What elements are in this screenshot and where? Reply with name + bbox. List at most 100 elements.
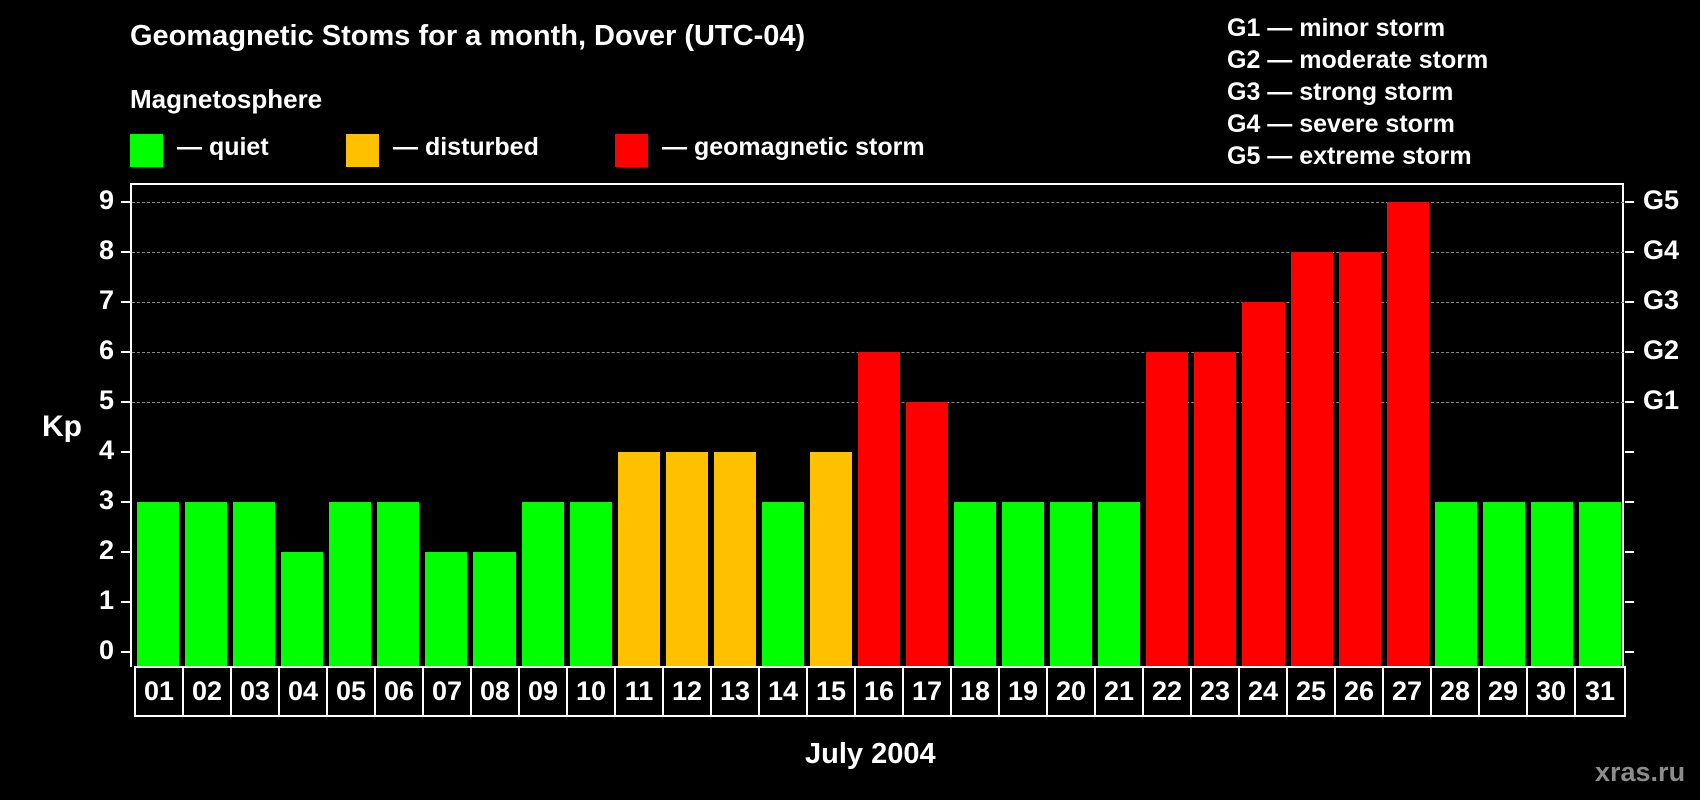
y-tick: [121, 601, 130, 603]
g-level-label: G5: [1643, 185, 1680, 215]
bar-day-25: [1290, 252, 1333, 667]
bar-day-24: [1242, 302, 1285, 667]
bar-day-06: [377, 502, 420, 667]
right-tick: [1625, 351, 1634, 353]
bar-day-13: [713, 452, 756, 667]
chart-title: Geomagnetic Stoms for a month, Dover (UT…: [130, 20, 806, 52]
legend-swatch-disturbed: [346, 134, 379, 167]
gridline: [132, 252, 1624, 253]
y-tick: [121, 351, 130, 353]
day-label-21: 21: [1096, 668, 1144, 715]
right-tick: [1625, 651, 1634, 653]
day-label-03: 03: [232, 668, 280, 715]
y-tick: [121, 401, 130, 403]
g-level-label: G3: [1643, 285, 1680, 315]
legend-label-quiet: — quiet: [177, 133, 269, 161]
y-tick-label: 5: [98, 385, 114, 415]
y-tick: [121, 451, 130, 453]
storm-scale-g2: G2 — moderate storm: [1227, 46, 1489, 74]
y-tick: [121, 301, 130, 303]
day-label-07: 07: [424, 668, 472, 715]
bar-day-31: [1578, 502, 1621, 667]
y-tick: [121, 651, 130, 653]
day-label-08: 08: [472, 668, 520, 715]
x-axis-label: July 2004: [805, 738, 936, 770]
day-label-06: 06: [376, 668, 424, 715]
day-label-13: 13: [712, 668, 760, 715]
right-tick: [1625, 551, 1634, 553]
day-label-26: 26: [1336, 668, 1384, 715]
bar-day-27: [1386, 202, 1429, 667]
g-level-label: G2: [1643, 335, 1680, 365]
y-tick-label: 8: [98, 235, 114, 265]
day-label-18: 18: [952, 668, 1000, 715]
y-tick-label: 9: [98, 185, 114, 215]
legend-swatch-storm: [615, 134, 648, 167]
bar-day-07: [425, 552, 468, 667]
day-label-16: 16: [856, 668, 904, 715]
day-label-05: 05: [328, 668, 376, 715]
y-tick-label: 3: [98, 485, 114, 515]
day-labels: 01 02 03 04 05 06 07 08 09 10 11 12 13 14 15 16 17 18 19 20…: [134, 666, 1626, 717]
gridline: [132, 202, 1624, 203]
y-tick-label: 1: [98, 585, 114, 615]
bar-day-10: [569, 502, 612, 667]
bar-day-18: [954, 502, 997, 667]
g-level-label: G1: [1643, 385, 1680, 415]
day-label-22: 22: [1144, 668, 1192, 715]
right-tick: [1625, 301, 1634, 303]
day-label-02: 02: [184, 668, 232, 715]
bar-day-22: [1146, 352, 1189, 667]
bar-day-11: [617, 452, 660, 667]
bar-day-09: [521, 502, 564, 667]
y-tick-label: 2: [98, 535, 114, 565]
day-label-28: 28: [1432, 668, 1480, 715]
storm-scale-g1: G1 — minor storm: [1227, 14, 1446, 42]
plot-area: [130, 183, 1624, 667]
day-label-01: 01: [136, 668, 184, 715]
bar-day-23: [1194, 352, 1237, 667]
storm-scale-legend: G1 — minor storm G2 — moderate storm G3 …: [1227, 12, 1488, 172]
storm-scale-g5: G5 — extreme storm: [1227, 142, 1472, 170]
y-tick: [121, 201, 130, 203]
bar-day-01: [137, 502, 180, 667]
gridline: [132, 302, 1624, 303]
bar-day-29: [1482, 502, 1525, 667]
bar-day-21: [1098, 502, 1141, 667]
day-label-11: 11: [616, 668, 664, 715]
watermark: xras.ru: [1595, 757, 1686, 787]
day-label-17: 17: [904, 668, 952, 715]
day-label-14: 14: [760, 668, 808, 715]
day-label-04: 04: [280, 668, 328, 715]
y-tick: [121, 501, 130, 503]
bar-day-19: [1002, 502, 1045, 667]
right-tick: [1625, 251, 1634, 253]
day-label-27: 27: [1384, 668, 1432, 715]
bar-day-16: [857, 352, 901, 667]
day-label-31: 31: [1584, 676, 1616, 706]
y-tick-label: 7: [98, 285, 114, 315]
day-label-19: 19: [1000, 668, 1048, 715]
legend-title: Magnetosphere: [130, 84, 323, 114]
day-label-25: 25: [1288, 668, 1336, 715]
y-tick: [121, 251, 130, 253]
right-tick: [1625, 401, 1634, 403]
right-tick: [1625, 201, 1634, 203]
day-label-15: 15: [808, 668, 856, 715]
bar-day-17: [906, 402, 949, 667]
bar-day-28: [1434, 502, 1477, 667]
g-level-label: G4: [1643, 235, 1680, 265]
storm-scale-g3: G3 — strong storm: [1227, 78, 1454, 106]
bar-day-03: [233, 502, 276, 667]
y-axis-label: Kp: [42, 410, 82, 443]
legend-label-disturbed: — disturbed: [393, 133, 539, 161]
bar-day-12: [665, 452, 708, 667]
day-label-29: 29: [1480, 668, 1528, 715]
bar-day-20: [1050, 502, 1093, 667]
day-label-09: 09: [520, 668, 568, 715]
bar-day-08: [473, 552, 516, 667]
y-tick-label: 0: [98, 635, 114, 665]
right-tick: [1625, 601, 1634, 603]
bar-day-15: [809, 452, 852, 667]
legend-swatch-quiet: [130, 134, 163, 167]
